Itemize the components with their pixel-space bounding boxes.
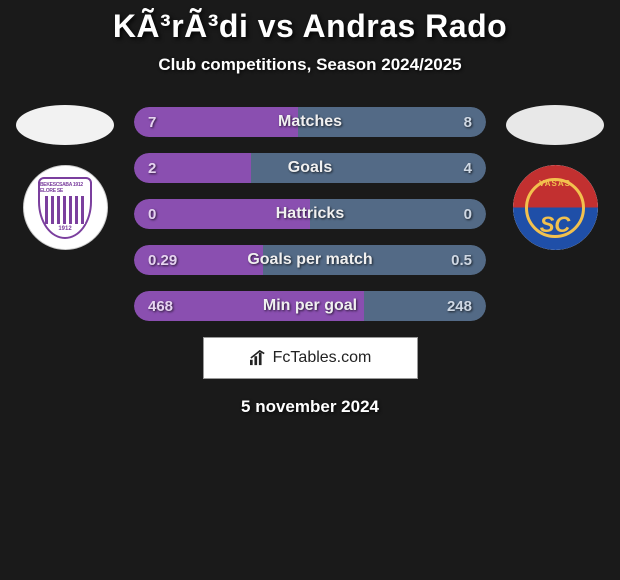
stat-row: 78Matches [134, 107, 486, 137]
club-left-stripes [45, 196, 85, 224]
stats-list: 78Matches 24Goals 00Hattricks 0.290.5Goals … [134, 105, 486, 321]
stat-label: Matches [134, 113, 486, 131]
infographic-container: KÃ³rÃ³di vs Andras Rado Club competition… [0, 0, 620, 417]
chart-icon [249, 350, 267, 366]
club-right-name: VASAS [539, 179, 571, 188]
player-right-avatar [506, 105, 604, 145]
club-badge-left-inner: BEKESCSABA 1912 ELORE SE 1912 [35, 173, 95, 243]
shield-left: BEKESCSABA 1912 ELORE SE 1912 [38, 177, 92, 239]
stat-row: 0.290.5Goals per match [134, 245, 486, 275]
stat-label: Min per goal [134, 297, 486, 315]
stat-label: Goals per match [134, 251, 486, 269]
brand-box[interactable]: FcTables.com [203, 337, 418, 379]
stat-row: 24Goals [134, 153, 486, 183]
club-left-name: BEKESCSABA 1912 ELORE SE [40, 182, 90, 194]
club-badge-right-bg: VASAS SC [513, 165, 598, 250]
stat-label: Hattricks [134, 205, 486, 223]
date-text: 5 november 2024 [0, 397, 620, 417]
main-area: BEKESCSABA 1912 ELORE SE 1912 VASAS SC 7… [0, 105, 620, 417]
club-badge-right: VASAS SC [513, 165, 598, 250]
club-left-year: 1912 [58, 226, 71, 232]
club-badge-left: BEKESCSABA 1912 ELORE SE 1912 [23, 165, 108, 250]
player-right-column: VASAS SC [500, 105, 610, 250]
player-left-avatar [16, 105, 114, 145]
player-left-column: BEKESCSABA 1912 ELORE SE 1912 [10, 105, 120, 250]
page-title: KÃ³rÃ³di vs Andras Rado [0, 8, 620, 45]
stat-row: 00Hattricks [134, 199, 486, 229]
brand-text: FcTables.com [273, 349, 372, 367]
club-right-initial: SC [540, 212, 571, 238]
stat-label: Goals [134, 159, 486, 177]
subtitle: Club competitions, Season 2024/2025 [0, 55, 620, 75]
stat-row: 468248Min per goal [134, 291, 486, 321]
